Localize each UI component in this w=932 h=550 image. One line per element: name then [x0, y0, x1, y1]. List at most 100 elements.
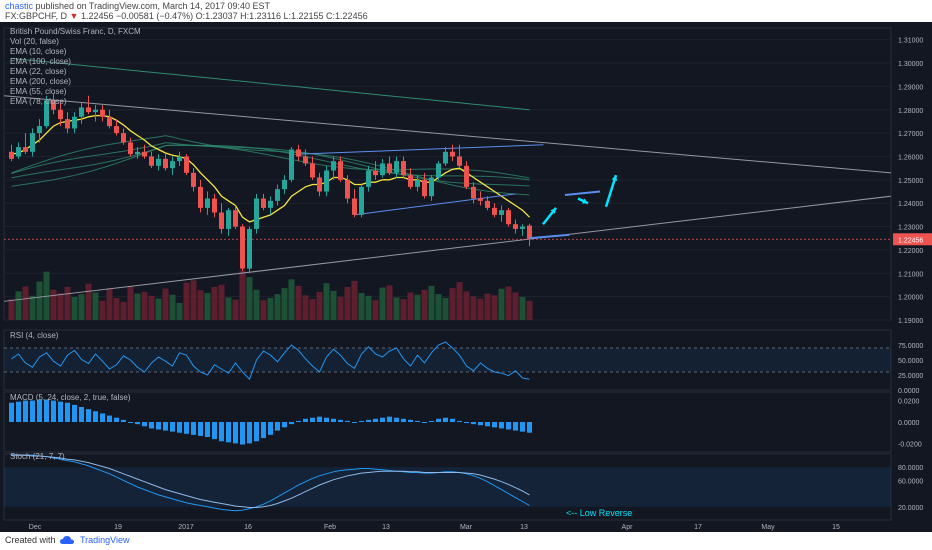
projection-arrows [529, 174, 618, 240]
author-link[interactable]: chastic [5, 1, 34, 11]
candle-body [506, 210, 511, 225]
candle-body [380, 163, 385, 176]
volume-bar [148, 295, 155, 320]
volume-bar [127, 285, 134, 320]
candle-body [128, 142, 133, 155]
volume-bar [365, 295, 372, 320]
legend-item: EMA (200, close) [10, 77, 71, 86]
candle-body [233, 210, 238, 227]
ema-line [11, 135, 530, 196]
legend-item: EMA (22, close) [10, 67, 67, 76]
candle-body [184, 156, 189, 173]
candle-body [429, 177, 434, 197]
macd-bar [387, 416, 392, 422]
price-tick: 1.21000 [898, 271, 923, 278]
volume-bar [526, 300, 533, 320]
rsi-band [4, 348, 891, 372]
pane-frame [3, 453, 892, 521]
macd-bar [457, 420, 462, 422]
candle-body [58, 109, 63, 120]
macd-label: MACD (5, 24, close, 2, true, false) [10, 393, 131, 402]
candle-body [485, 200, 490, 208]
time-tick: Apr [622, 524, 634, 531]
macd-bar [198, 422, 203, 436]
volume-bar [22, 286, 29, 320]
candle-body [142, 151, 147, 157]
candle-body [450, 151, 455, 157]
macd-bar [86, 409, 91, 422]
macd-tick: -0.0200 [898, 441, 922, 448]
candle-body [338, 161, 343, 180]
ema-lines [11, 57, 530, 223]
chart-area[interactable]: 1.31000 1.30000 1.29000 1.28000 1.27000 1.260… [0, 22, 932, 532]
lower-trendline [3, 195, 892, 302]
rsi-pane: 75.0000 50.0000 25.0000 0.0000 [4, 341, 923, 395]
macd-bar [289, 422, 294, 425]
volume-bar [463, 291, 470, 320]
macd-bar [345, 420, 350, 422]
macd-bar [93, 411, 98, 422]
candle-body [212, 198, 217, 213]
macd-bar [401, 418, 406, 422]
macd-bar [58, 401, 63, 422]
macd-bar [219, 422, 224, 442]
last-price: 1.22456 [80, 11, 114, 21]
candle-body [296, 149, 301, 157]
stoch-tick: 80.0000 [898, 465, 923, 472]
volume-bar [197, 290, 204, 320]
volume-bar [393, 297, 400, 320]
macd-bar [359, 420, 364, 422]
macd-bar [450, 418, 455, 422]
candle-body [72, 116, 77, 129]
candle-body [37, 126, 42, 134]
macd-bar [513, 422, 518, 431]
pane-frame [3, 391, 892, 453]
publish-line: chastic published on TradingView.com, Ma… [5, 1, 270, 11]
candle-body [289, 149, 294, 180]
macd-bar [205, 422, 210, 437]
candle-body [408, 175, 413, 187]
time-tick: 15 [832, 524, 840, 531]
candle-body [191, 172, 196, 187]
candles [9, 93, 532, 274]
candle-body [226, 210, 231, 229]
macd-bar [422, 422, 427, 423]
publish-header: chastic published on TradingView.com, Ma… [0, 0, 932, 22]
macd-bar [310, 417, 315, 422]
macd-tick: 0.0200 [898, 399, 920, 406]
volume-bar [477, 298, 484, 320]
volume-bar [57, 293, 64, 320]
macd-bar [394, 417, 399, 422]
rsi-tick: 25.0000 [898, 373, 923, 380]
macd-bar [212, 422, 217, 440]
candle-body [317, 177, 322, 192]
macd-bar [149, 422, 154, 429]
volume-bar [400, 299, 407, 320]
volume-bar [50, 289, 57, 320]
candle-body [471, 186, 476, 199]
volume-bar [302, 295, 309, 320]
candle-body [415, 179, 420, 187]
macd-bar [30, 400, 35, 422]
price-tick: 1.29000 [898, 84, 923, 91]
volume-bar [288, 279, 295, 320]
price-tick: 1.20000 [898, 295, 923, 302]
macd-bar [16, 401, 21, 422]
volume-bar [491, 295, 498, 320]
tradingview-brand-link[interactable]: TradingView [80, 535, 130, 545]
volume-bar [162, 288, 169, 320]
channel-top [298, 144, 544, 155]
channel-bottom [354, 193, 516, 216]
candle-body [401, 161, 406, 176]
volume-bar [99, 300, 106, 320]
candle-body [436, 163, 441, 178]
volume-bar [484, 293, 491, 320]
arrow-up-2-head [611, 175, 618, 182]
macd-bar [464, 422, 469, 424]
candle-body [51, 100, 56, 110]
candle-body [198, 186, 203, 208]
macd-tick: 0.0000 [898, 420, 920, 427]
candle-body [30, 133, 35, 152]
ema-line [11, 144, 530, 187]
volume-bar [246, 277, 253, 320]
